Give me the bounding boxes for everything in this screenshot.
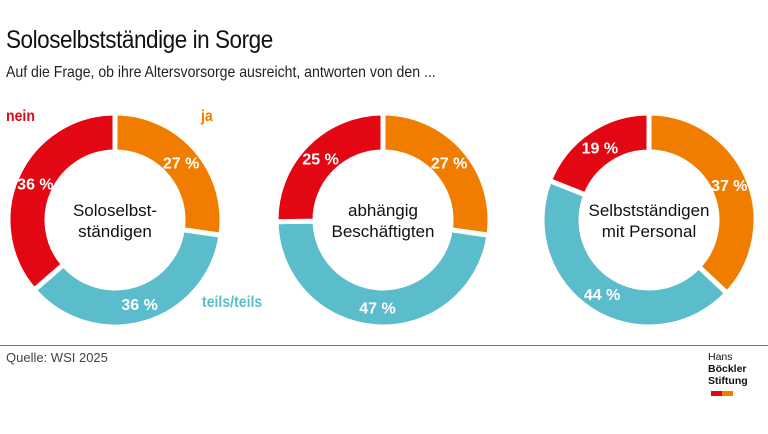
data-label: 36 %: [17, 177, 53, 194]
divider: [0, 345, 768, 346]
data-label: 27 %: [431, 156, 467, 173]
donut-charts: 27 % 36 % 36 % Soloselbst-ständigen 27 % 47 %…: [5, 110, 759, 330]
slice-nein: [5, 110, 118, 294]
center-label: abhängig: [348, 201, 418, 220]
data-label: 47 %: [359, 300, 395, 317]
logo: Hans Böckler Stiftung: [708, 351, 768, 399]
data-label: 36 %: [121, 297, 157, 314]
logo-text-2: Stiftung: [708, 375, 748, 387]
page-title: Soloselbstständige in Sorge: [6, 26, 273, 54]
data-label: 25 %: [302, 152, 338, 169]
data-label: 27 %: [163, 156, 199, 173]
data-label: 37 %: [711, 178, 747, 195]
slice-ja: [646, 110, 759, 297]
center-label: Soloselbst-: [73, 201, 157, 220]
slice-teils-teils: [30, 226, 224, 330]
data-label: 44 %: [584, 287, 620, 304]
logo-mark-icon: [711, 390, 733, 396]
slice-ja: [380, 110, 493, 239]
center-label: mit Personal: [602, 222, 696, 241]
logo-text: Hans: [708, 351, 733, 363]
legend-nein: nein: [6, 108, 35, 125]
center-label: ständigen: [78, 222, 152, 241]
legend-teils: teils/teils: [202, 294, 263, 311]
legend-ja: ja: [201, 108, 213, 125]
slice-nein: [546, 110, 652, 199]
subtitle: Auf die Frage, ob ihre Altersvorsorge au…: [6, 64, 436, 81]
data-label: 19 %: [582, 141, 618, 158]
source: Quelle: WSI 2025: [6, 350, 108, 365]
slice-nein: [273, 110, 386, 225]
logo-text-bold: Böckler: [708, 363, 747, 375]
center-label: Beschäftigten: [331, 222, 434, 241]
slice-teils-teils: [539, 177, 731, 330]
slice-teils-teils: [273, 218, 492, 330]
slice-ja: [112, 110, 225, 239]
center-label: Selbstständigen: [589, 201, 710, 220]
